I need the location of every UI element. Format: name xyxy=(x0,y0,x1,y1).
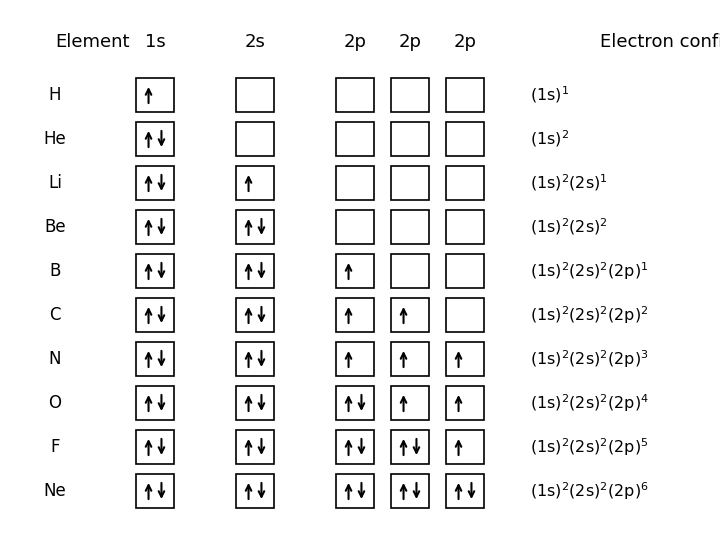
Bar xyxy=(136,210,174,244)
Bar xyxy=(446,386,484,420)
Bar xyxy=(446,430,484,464)
Bar xyxy=(336,298,374,332)
Bar xyxy=(391,342,429,376)
Bar xyxy=(236,254,274,288)
Bar xyxy=(391,386,429,420)
Bar xyxy=(236,386,274,420)
Bar xyxy=(336,430,374,464)
Text: (1s)$^2$(2s)$^2$(2p)$^3$: (1s)$^2$(2s)$^2$(2p)$^3$ xyxy=(530,348,649,370)
Text: (1s)$^2$(2s)$^2$(2p)$^5$: (1s)$^2$(2s)$^2$(2p)$^5$ xyxy=(530,436,649,458)
Text: H: H xyxy=(49,86,61,104)
Text: (1s)$^2$(2s)$^2$: (1s)$^2$(2s)$^2$ xyxy=(530,217,608,238)
Text: N: N xyxy=(49,350,61,368)
Text: C: C xyxy=(49,306,60,324)
Bar xyxy=(446,298,484,332)
Bar xyxy=(136,474,174,508)
Text: (1s)$^1$: (1s)$^1$ xyxy=(530,85,569,105)
Text: 2p: 2p xyxy=(454,33,477,51)
Text: O: O xyxy=(48,394,61,412)
Bar xyxy=(336,254,374,288)
Text: He: He xyxy=(44,130,66,148)
Bar xyxy=(446,78,484,112)
Text: 1s: 1s xyxy=(145,33,166,51)
Bar xyxy=(336,342,374,376)
Bar xyxy=(136,386,174,420)
Bar xyxy=(136,122,174,156)
Text: (1s)$^2$(2s)$^2$(2p)$^4$: (1s)$^2$(2s)$^2$(2p)$^4$ xyxy=(530,392,649,414)
Bar xyxy=(136,78,174,112)
Bar xyxy=(336,386,374,420)
Text: Be: Be xyxy=(44,218,66,236)
Bar xyxy=(136,342,174,376)
Text: Element: Element xyxy=(55,33,130,51)
Bar xyxy=(391,430,429,464)
Bar xyxy=(391,166,429,200)
Text: Ne: Ne xyxy=(44,482,66,500)
Bar xyxy=(236,430,274,464)
Bar xyxy=(446,166,484,200)
Bar xyxy=(136,298,174,332)
Bar xyxy=(391,254,429,288)
Bar xyxy=(391,78,429,112)
Bar xyxy=(336,122,374,156)
Bar xyxy=(236,122,274,156)
Bar xyxy=(136,254,174,288)
Text: B: B xyxy=(49,262,60,280)
Text: 2s: 2s xyxy=(245,33,266,51)
Bar xyxy=(391,474,429,508)
Bar xyxy=(446,254,484,288)
Text: (1s)$^2$(2s)$^2$(2p)$^6$: (1s)$^2$(2s)$^2$(2p)$^6$ xyxy=(530,480,649,502)
Text: 2p: 2p xyxy=(398,33,421,51)
Text: (1s)$^2$(2s)$^1$: (1s)$^2$(2s)$^1$ xyxy=(530,173,608,193)
Bar xyxy=(236,342,274,376)
Bar xyxy=(446,474,484,508)
Bar xyxy=(236,166,274,200)
Bar xyxy=(336,474,374,508)
Bar xyxy=(336,210,374,244)
Bar xyxy=(136,166,174,200)
Text: (1s)$^2$(2s)$^2$(2p)$^2$: (1s)$^2$(2s)$^2$(2p)$^2$ xyxy=(530,304,649,326)
Bar xyxy=(236,78,274,112)
Text: 2p: 2p xyxy=(343,33,366,51)
Bar xyxy=(236,210,274,244)
Text: Li: Li xyxy=(48,174,62,192)
Bar xyxy=(391,122,429,156)
Text: (1s)$^2$: (1s)$^2$ xyxy=(530,129,569,150)
Bar xyxy=(236,298,274,332)
Bar xyxy=(446,342,484,376)
Bar xyxy=(236,474,274,508)
Bar xyxy=(446,122,484,156)
Bar xyxy=(336,78,374,112)
Bar xyxy=(446,210,484,244)
Text: Electron configuration: Electron configuration xyxy=(600,33,720,51)
Text: F: F xyxy=(50,438,60,456)
Bar xyxy=(136,430,174,464)
Bar xyxy=(391,298,429,332)
Text: (1s)$^2$(2s)$^2$(2p)$^1$: (1s)$^2$(2s)$^2$(2p)$^1$ xyxy=(530,260,649,282)
Bar xyxy=(336,166,374,200)
Bar xyxy=(391,210,429,244)
